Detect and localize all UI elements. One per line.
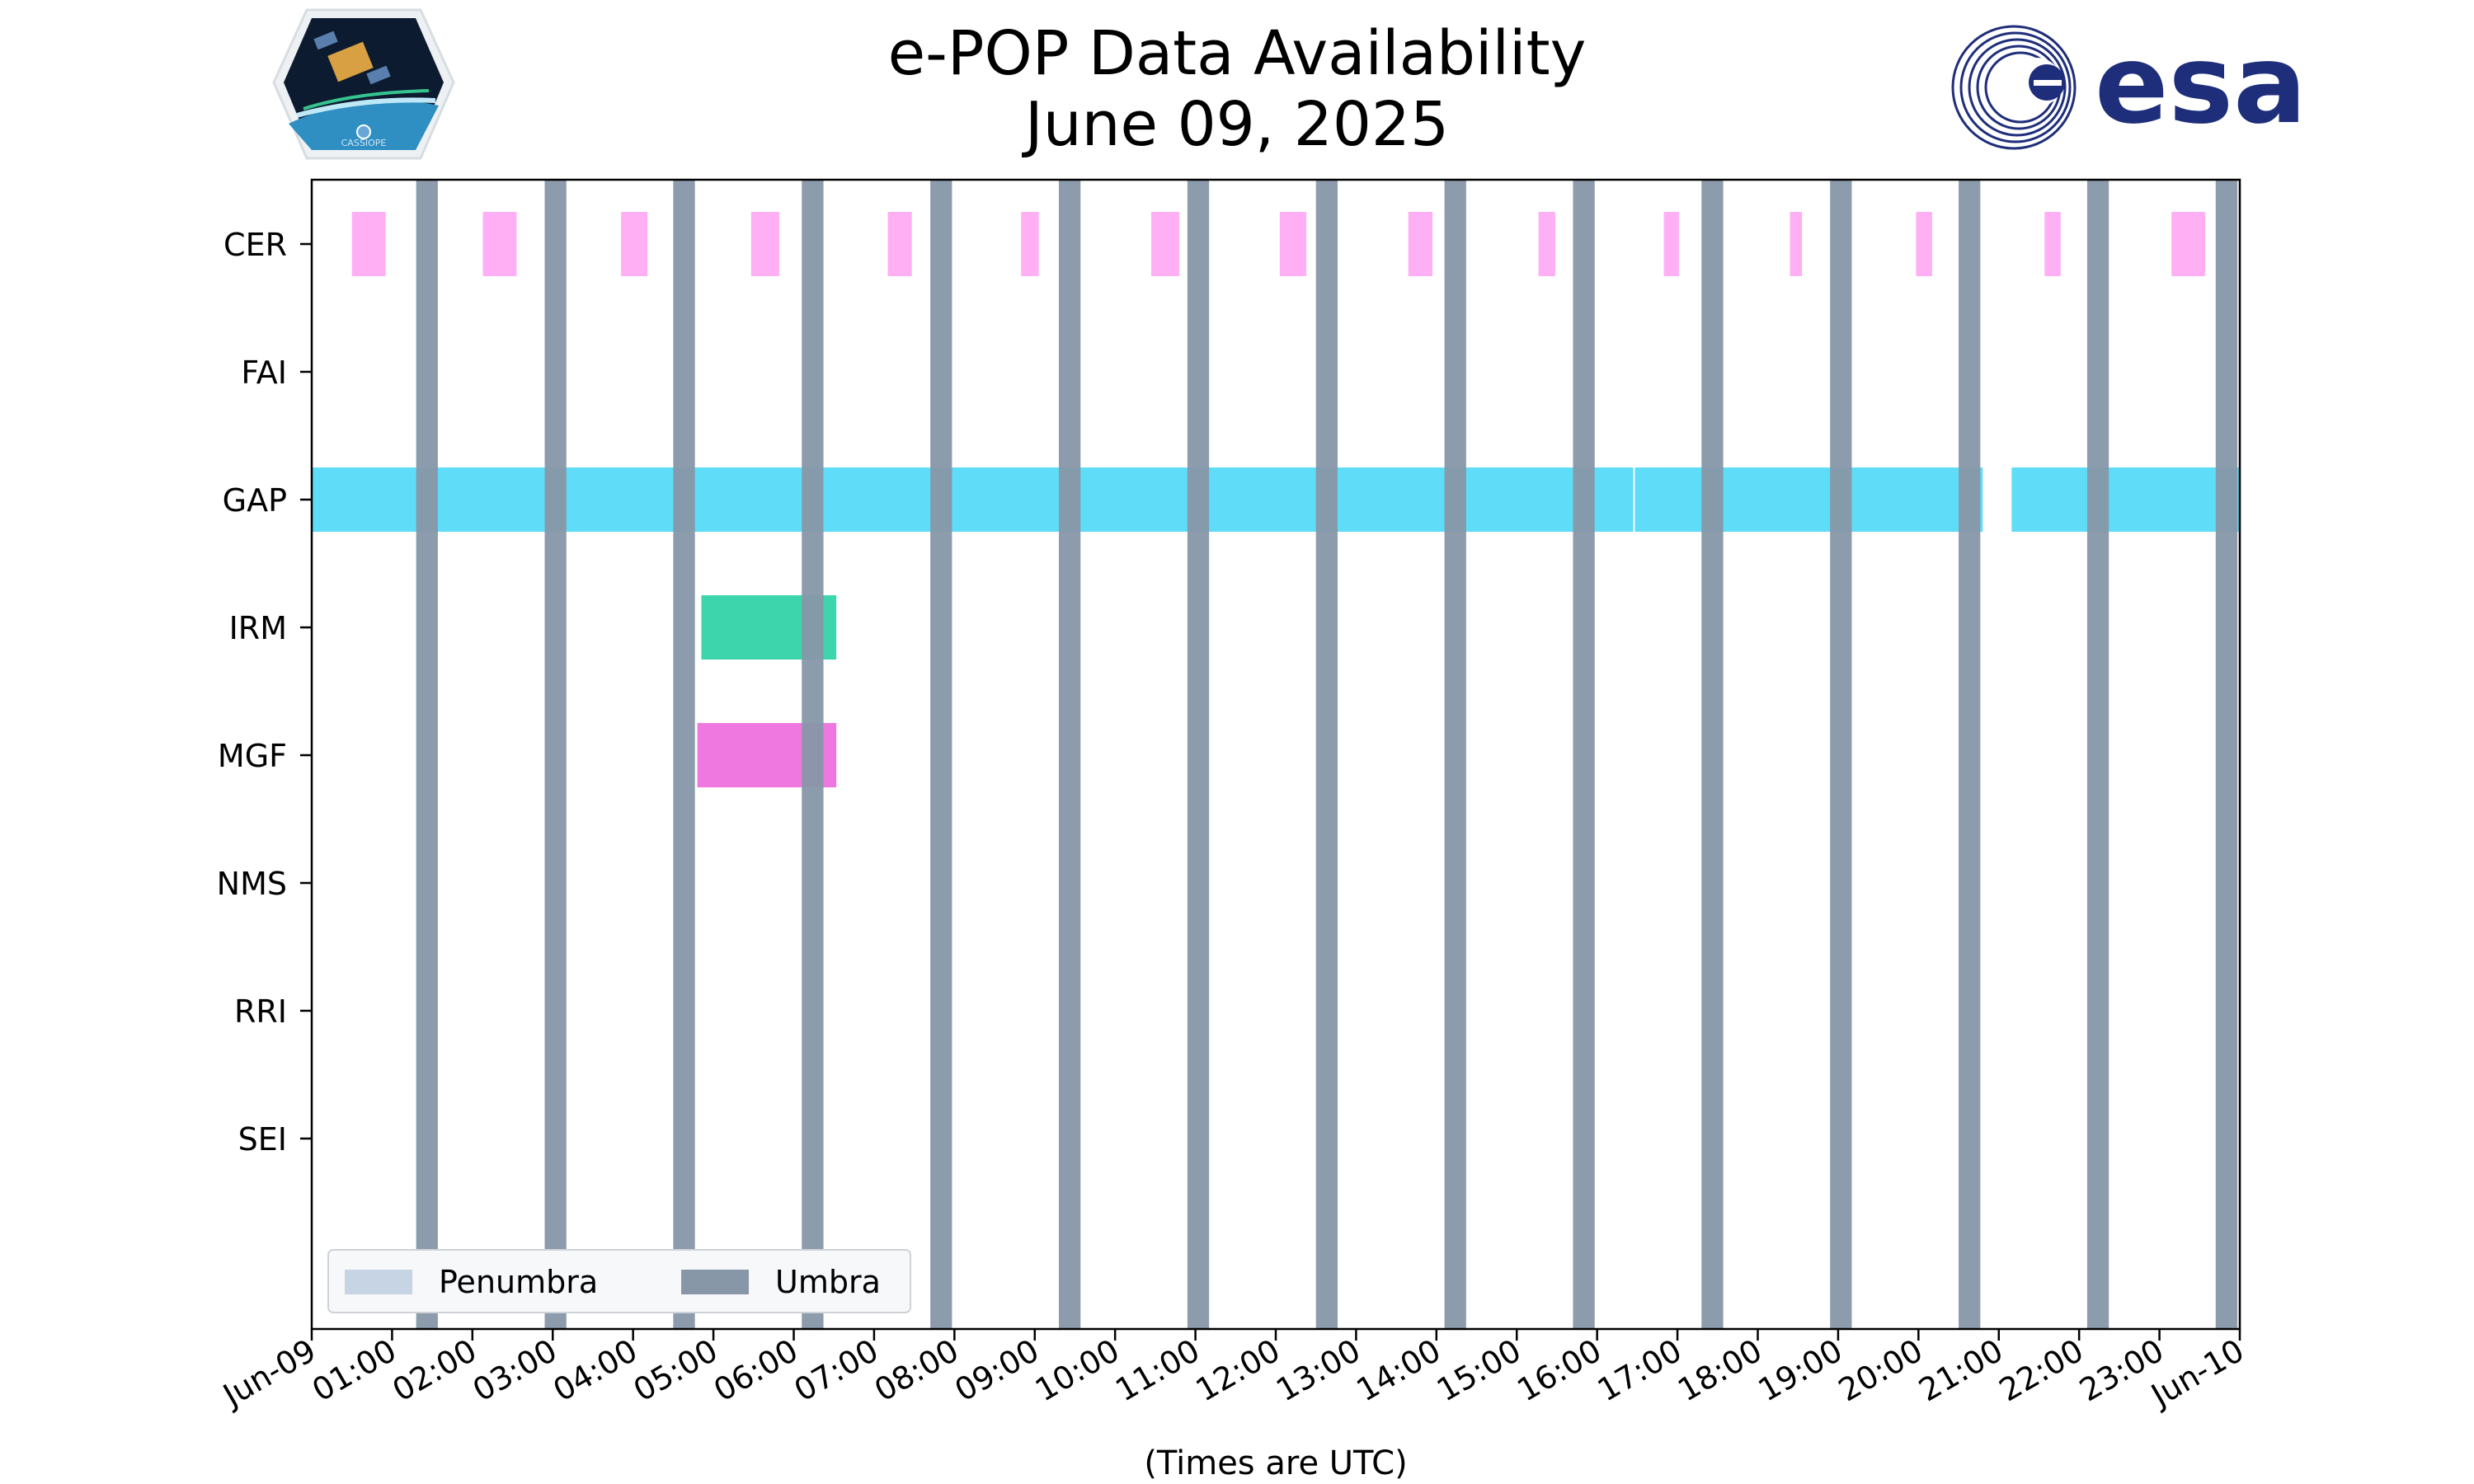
x-tick-label: 20:00 <box>1832 1332 1929 1409</box>
chart-title: e-POP Data Availability <box>887 18 1587 89</box>
x-tick-label: 01:00 <box>306 1332 402 1409</box>
x-tick-label: 15:00 <box>1431 1332 1527 1409</box>
umbra-band <box>930 180 952 1329</box>
x-tick-label: 17:00 <box>1592 1332 1688 1409</box>
x-tick-label: 21:00 <box>1912 1332 2009 1409</box>
x-tick-label: 18:00 <box>1672 1332 1768 1409</box>
x-tick-label: 16:00 <box>1511 1332 1607 1409</box>
umbra-band <box>1573 180 1595 1329</box>
data-bar-cer <box>1279 212 1307 276</box>
data-bar-cer <box>482 212 517 276</box>
data-bar-cer <box>1021 212 1039 276</box>
data-bar-gap <box>1634 467 1983 532</box>
umbra-band <box>1058 180 1081 1329</box>
data-bar-cer <box>1408 212 1432 276</box>
umbra-band <box>1444 180 1466 1329</box>
data-bar-cer <box>621 212 648 276</box>
umbra-band <box>1701 180 1724 1329</box>
plot-area <box>312 180 2240 1329</box>
x-axis-label: (Times are UTC) <box>1144 1444 1408 1482</box>
data-bar-cer <box>1663 212 1680 276</box>
data-bar-cer <box>887 212 912 276</box>
umbra-band <box>673 180 695 1329</box>
umbra-band <box>2086 180 2109 1329</box>
legend-box <box>327 1249 911 1313</box>
data-bar-cer <box>2044 212 2061 276</box>
umbra-band <box>802 180 824 1329</box>
x-tick-label: Jun-09 <box>216 1332 322 1415</box>
legend-label-penumbra: Penumbra <box>439 1264 598 1300</box>
x-tick-label: 14:00 <box>1350 1332 1446 1409</box>
umbra-band <box>1187 180 1210 1329</box>
x-tick-label: Jun-10 <box>2144 1332 2251 1415</box>
legend-swatch-penumbra <box>345 1270 412 1294</box>
umbra-band <box>1830 180 1852 1329</box>
x-tick-label: 08:00 <box>868 1332 965 1409</box>
legend-label-umbra: Umbra <box>775 1264 881 1300</box>
esa-logo: esa <box>1951 21 2307 150</box>
x-tick-label: 12:00 <box>1190 1332 1286 1409</box>
y-tick-label-irm: IRM <box>229 610 287 646</box>
data-bar-gap <box>312 467 1634 532</box>
umbra-band <box>544 180 567 1329</box>
y-tick-label-fai: FAI <box>241 355 287 391</box>
esa-logo-text: esa <box>2095 21 2307 148</box>
y-tick-label-mgf: MGF <box>218 738 287 774</box>
x-tick-label: 07:00 <box>788 1332 885 1409</box>
legend-swatch-umbra <box>681 1270 749 1294</box>
cassiope-logo-text: CASSIOPE <box>341 138 387 148</box>
data-bar-cer <box>750 212 779 276</box>
y-tick-label-gap: GAP <box>223 482 287 519</box>
y-tick-label-sei: SEI <box>238 1121 287 1158</box>
data-bar-cer <box>2171 212 2206 276</box>
umbra-band <box>416 180 438 1329</box>
umbra-band <box>2215 180 2238 1329</box>
x-tick-label: 02:00 <box>386 1332 482 1409</box>
data-bar-cer <box>1916 212 1932 276</box>
data-bar-cer <box>1538 212 1556 276</box>
umbra-band <box>1959 180 1981 1329</box>
x-tick-label: 11:00 <box>1109 1332 1206 1409</box>
x-tick-label: 05:00 <box>628 1332 724 1409</box>
y-tick-label-rri: RRI <box>234 993 287 1030</box>
cassiope-logo: CASSIOPE <box>272 8 455 160</box>
x-tick-label: 09:00 <box>948 1332 1045 1409</box>
x-tick-label: 19:00 <box>1752 1332 1849 1409</box>
x-tick-label: 10:00 <box>1029 1332 1126 1409</box>
x-tick-label: 22:00 <box>1993 1332 2090 1409</box>
y-tick-label-cer: CER <box>223 227 287 263</box>
chart-subtitle: June 09, 2025 <box>1024 89 1450 160</box>
data-bar-cer <box>1790 212 1803 276</box>
y-tick-label-nms: NMS <box>217 866 287 902</box>
data-bar-gap <box>2011 467 2240 532</box>
data-bar-cer <box>351 212 386 276</box>
data-bar-cer <box>1151 212 1180 276</box>
x-tick-label: 06:00 <box>708 1332 804 1409</box>
x-tick-label: 13:00 <box>1270 1332 1366 1409</box>
x-tick-label: 03:00 <box>467 1332 563 1409</box>
umbra-band <box>1315 180 1338 1329</box>
x-tick-label: 04:00 <box>547 1332 643 1409</box>
